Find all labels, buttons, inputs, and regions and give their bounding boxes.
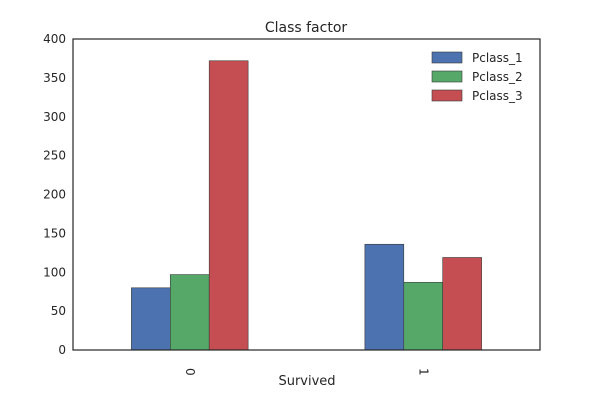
bar-pclass-2-survived-0: [169, 274, 210, 351]
chart-title: Class factor: [265, 20, 348, 36]
legend-label-pclass-2: Pclass_2: [472, 70, 523, 84]
legend-swatch-pclass-2: [431, 70, 463, 83]
x-tick-label: 1: [416, 368, 430, 376]
legend-swatch-pclass-3: [431, 89, 463, 102]
y-tick-label: 300: [43, 110, 66, 124]
y-tick-label: 100: [43, 265, 66, 279]
bars-layer: [131, 60, 482, 351]
bar-pclass-1-survived-0: [131, 287, 171, 351]
y-axis: 0 50 100 150 200 250 300 350 400: [43, 32, 66, 357]
legend-swatch-pclass-1: [431, 51, 463, 64]
y-tick-label: 200: [43, 188, 66, 202]
y-tick-label: 250: [43, 149, 66, 163]
bar-pclass-3-survived-1: [442, 257, 482, 351]
y-tick-label: 150: [43, 226, 66, 240]
x-tick-label: 0: [183, 368, 197, 376]
legend-label-pclass-1: Pclass_1: [472, 51, 523, 65]
bar-pclass-2-survived-1: [403, 282, 444, 351]
legend-label-pclass-3: Pclass_3: [472, 89, 523, 103]
bar-pclass-3-survived-0: [208, 60, 249, 351]
y-tick-label: 400: [43, 32, 66, 46]
y-tick-label: 50: [51, 304, 66, 318]
y-tick-label: 0: [58, 343, 66, 357]
x-axis-label: Survived: [278, 374, 335, 389]
plot-frame: [72, 38, 541, 351]
bar-pclass-1-survived-1: [364, 243, 405, 351]
y-tick-label: 350: [43, 71, 66, 85]
legend: Pclass_1 Pclass_2 Pclass_3: [431, 51, 523, 103]
